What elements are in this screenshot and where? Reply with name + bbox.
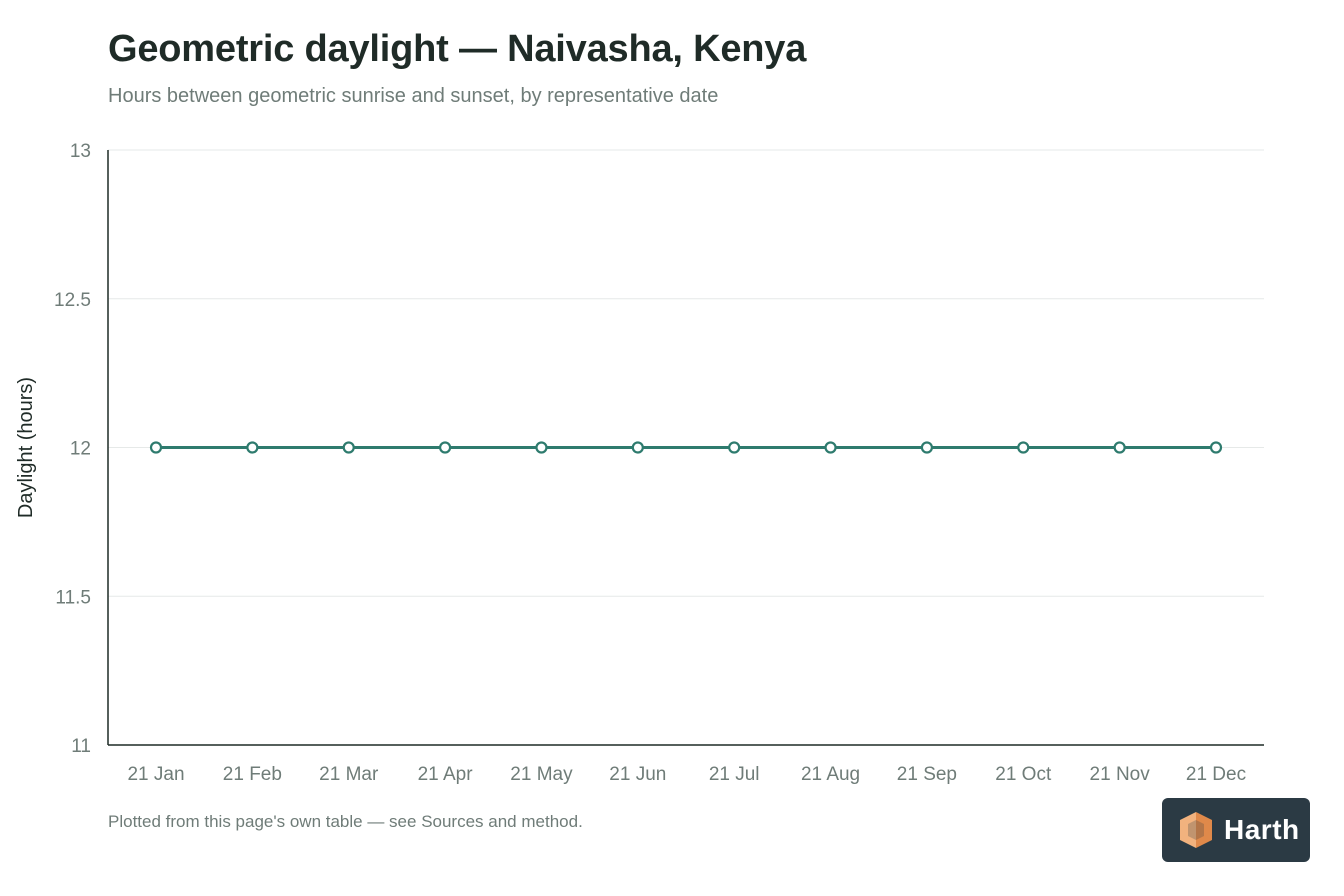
chart-title: Geometric daylight — Naivasha, Kenya <box>108 28 807 70</box>
x-tick-label: 21 Jul <box>709 764 760 785</box>
chart-subtitle: Hours between geometric sunrise and suns… <box>108 85 719 107</box>
harth-logo: Harth <box>1162 798 1310 862</box>
series-layer <box>149 441 1223 454</box>
data-point <box>1017 441 1030 454</box>
y-tick-label: 12 <box>70 439 91 460</box>
cube-logo-icon <box>1180 812 1212 848</box>
data-point <box>535 441 548 454</box>
data-point <box>246 441 259 454</box>
source-footnote: Plotted from this page's own table — see… <box>108 812 583 831</box>
x-tick-label: 21 Dec <box>1186 764 1246 785</box>
gridlines <box>108 149 1264 597</box>
x-tick-label: 21 Sep <box>897 764 957 785</box>
x-tick-label: 21 Aug <box>801 764 860 785</box>
logo-wordmark: Harth <box>1224 814 1300 845</box>
x-tick-label: 21 May <box>510 764 573 785</box>
x-tick-labels: 21 Jan 21 Feb 21 Mar 21 Apr 21 May 21 Jun 21 J… <box>127 764 1246 785</box>
data-point <box>149 441 163 454</box>
y-axis-label: Daylight (hours) <box>15 377 37 518</box>
x-tick-label: 21 Oct <box>995 764 1052 785</box>
y-tick-label: 11 <box>71 736 91 757</box>
x-tick-label: 21 Apr <box>418 764 474 785</box>
y-tick-label: 13 <box>70 141 91 162</box>
data-point <box>728 441 741 454</box>
y-tick-label: 12.5 <box>54 290 91 311</box>
y-tick-labels: 11 11.5 12 12.5 13 <box>54 141 91 757</box>
data-point <box>1209 441 1223 454</box>
y-tick-label: 11.5 <box>55 587 91 608</box>
data-point <box>920 441 934 454</box>
x-tick-label: 21 Jun <box>609 764 666 785</box>
axes <box>107 150 1264 746</box>
x-tick-label: 21 Jan <box>127 764 184 785</box>
x-tick-label: 21 Mar <box>319 764 379 785</box>
data-point <box>1113 441 1126 454</box>
x-tick-label: 21 Nov <box>1090 764 1151 785</box>
data-point <box>438 441 452 454</box>
x-tick-label: 21 Feb <box>223 764 282 785</box>
data-point <box>631 441 644 454</box>
data-point <box>342 441 355 454</box>
data-point <box>824 441 837 454</box>
